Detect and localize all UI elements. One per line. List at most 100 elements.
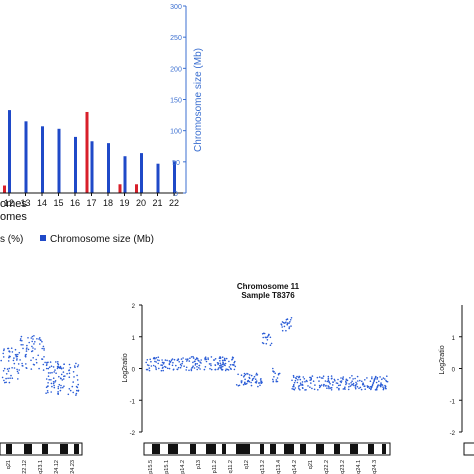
- bar-x-tick-label: 16: [70, 198, 80, 208]
- center-point: [210, 363, 212, 365]
- center-point: [374, 389, 377, 391]
- center-point: [251, 379, 254, 382]
- left-point: [54, 369, 56, 371]
- left-point: [6, 368, 9, 370]
- center-point: [166, 367, 169, 370]
- center-point: [172, 361, 174, 364]
- left-point: [20, 335, 23, 338]
- left-point: [41, 340, 43, 343]
- left-point: [68, 388, 71, 390]
- center-point: [146, 359, 149, 361]
- center-point: [292, 388, 295, 391]
- center-point: [291, 379, 293, 382]
- left-point: [5, 381, 7, 384]
- left-point: [9, 377, 11, 380]
- center-point: [349, 377, 351, 379]
- center-point: [382, 387, 385, 390]
- center-point: [188, 360, 191, 362]
- center-point: [307, 385, 309, 387]
- center-point: [210, 368, 213, 371]
- center-point: [367, 386, 369, 388]
- center-point: [244, 373, 247, 376]
- left-point: [35, 358, 37, 361]
- center-point: [379, 384, 382, 387]
- bar-size: [24, 121, 28, 193]
- bar-y-tick-label: 250: [170, 35, 182, 42]
- center-y-axis-label: Log2ratio: [122, 353, 129, 382]
- center-point: [160, 369, 163, 372]
- center-point: [364, 379, 366, 381]
- left-point: [17, 353, 19, 356]
- center-point: [266, 336, 269, 338]
- center-point: [155, 361, 157, 363]
- left-point: [72, 391, 74, 394]
- left-point: [48, 378, 50, 381]
- center-point: [223, 357, 226, 360]
- center-point: [326, 387, 328, 390]
- center-point: [154, 365, 157, 368]
- ideogram-band: [316, 444, 324, 454]
- center-point: [224, 362, 227, 365]
- center-point: [342, 376, 345, 378]
- center-point: [193, 367, 196, 369]
- center-y-tick-label: -1: [130, 399, 136, 405]
- center-point: [297, 386, 300, 388]
- left-point: [44, 361, 46, 364]
- ideogram-band: [368, 444, 374, 454]
- left-point: [8, 356, 10, 359]
- bar-percent: [118, 184, 122, 193]
- left-point: [15, 355, 18, 358]
- center-point: [351, 380, 353, 383]
- left-ideogram-bands: [6, 444, 79, 454]
- left-point: [68, 376, 71, 379]
- center-point: [381, 378, 383, 381]
- bar-percent: [135, 184, 138, 193]
- center-point: [224, 359, 226, 362]
- right-ideogram: [463, 442, 474, 456]
- left-point: [24, 354, 27, 356]
- left-point: [18, 369, 21, 371]
- left-ideogram: [0, 442, 83, 456]
- center-point: [345, 382, 348, 384]
- center-point: [196, 366, 198, 368]
- center-point: [269, 344, 272, 347]
- left-point: [57, 392, 59, 395]
- center-point: [330, 375, 333, 377]
- bar-size: [173, 161, 176, 193]
- left-point: [5, 373, 8, 375]
- ideogram-band: [222, 444, 226, 454]
- center-point: [293, 383, 295, 386]
- left-point: [32, 357, 34, 359]
- left-point: [74, 366, 76, 369]
- center-point: [386, 375, 388, 378]
- band-label: p11.2: [212, 460, 218, 473]
- left-point: [68, 372, 71, 375]
- left-point: [25, 348, 28, 350]
- bar-y-tick-label: 100: [170, 129, 182, 136]
- center-point: [353, 384, 355, 387]
- bar-x-tick-label: 15: [53, 198, 63, 208]
- left-point: [46, 363, 48, 365]
- left-point: [32, 338, 34, 340]
- left-point: [16, 368, 18, 371]
- center-point: [254, 378, 257, 381]
- center-point: [285, 318, 288, 321]
- center-point: [284, 322, 286, 324]
- center-point: [240, 381, 243, 384]
- center-point: [293, 376, 295, 379]
- center-point: [362, 382, 364, 385]
- center-point: [268, 334, 270, 336]
- center-point: [305, 379, 308, 382]
- left-point: [39, 343, 41, 345]
- band-label: q12: [244, 460, 250, 469]
- center-point: [368, 387, 371, 390]
- center-point: [331, 377, 333, 380]
- left-point: [27, 337, 29, 339]
- center-point: [204, 356, 207, 359]
- center-point: [161, 361, 164, 364]
- left-point: [47, 372, 50, 374]
- center-point: [234, 365, 237, 368]
- left-point: [52, 377, 55, 380]
- left-point: [58, 383, 61, 386]
- left-point: [1, 376, 4, 379]
